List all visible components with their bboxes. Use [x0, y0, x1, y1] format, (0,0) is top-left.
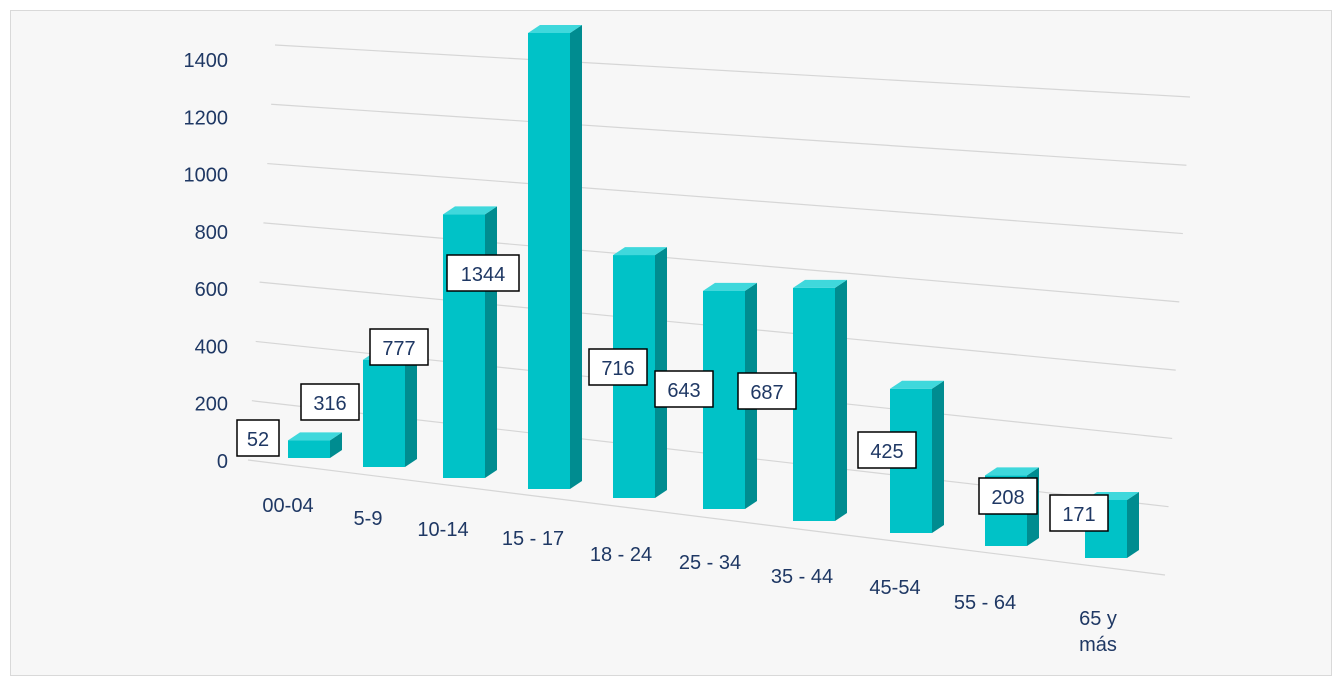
- gridline: [247, 459, 1166, 576]
- gridline: [263, 222, 1180, 303]
- bar-side-face: [570, 25, 582, 489]
- bar: [528, 25, 582, 489]
- y-tick-label: 200: [195, 394, 228, 416]
- bar-top-face: [890, 380, 944, 389]
- y-tick-label: 1400: [184, 50, 229, 72]
- data-label: 316: [300, 383, 360, 421]
- gridline: [271, 103, 1187, 166]
- data-label-text: 316: [313, 393, 346, 415]
- bar-front-face: [288, 440, 330, 458]
- data-label-box: [1049, 494, 1109, 532]
- x-tick-label: 25 - 34: [679, 552, 741, 574]
- x-tick-label: 5-9: [354, 508, 383, 530]
- data-label-box: [978, 477, 1038, 515]
- data-label-box: [737, 372, 797, 410]
- data-label-box: [588, 348, 648, 386]
- data-label-text: 52: [247, 429, 269, 451]
- data-label-text: 208: [991, 487, 1024, 509]
- bar-side-face: [932, 380, 944, 533]
- data-label: 1344: [446, 254, 520, 292]
- data-label: 208: [978, 477, 1038, 515]
- bar-top-face: [793, 279, 847, 288]
- bar-front-face: [793, 287, 835, 521]
- data-label-box: [446, 254, 520, 292]
- y-axis-ticks: 0 200 400 600 800 1000 1200 1400: [184, 50, 229, 473]
- chart-frame: [10, 10, 1332, 676]
- y-tick-label: 1200: [184, 107, 229, 129]
- data-label: 687: [737, 372, 797, 410]
- bar-top-face: [985, 467, 1039, 476]
- bar-front-face: [443, 214, 485, 478]
- bar-front-face: [528, 33, 570, 489]
- data-label-box: [654, 370, 714, 408]
- x-tick-label: 00-04: [262, 495, 313, 517]
- bar-side-face: [835, 279, 847, 521]
- x-tick-label: 18 - 24: [590, 544, 652, 566]
- bar: [288, 432, 342, 458]
- y-tick-label: 800: [195, 222, 228, 244]
- data-labels: 52 316 777 1344 716 643 687 425 208 171: [236, 254, 1109, 532]
- x-tick-label: 10-14: [417, 519, 468, 541]
- data-label-text: 687: [750, 382, 783, 404]
- x-tick-label: 55 - 64: [954, 592, 1016, 614]
- bar-top-face: [288, 432, 342, 441]
- y-tick-label: 0: [217, 451, 228, 473]
- y-tick-label: 400: [195, 336, 228, 358]
- data-label-text: 1344: [461, 264, 506, 286]
- x-tick-label: 15 - 17: [502, 528, 564, 550]
- data-label-text: 716: [601, 358, 634, 380]
- bar: [793, 279, 847, 521]
- bar-front-face: [363, 359, 405, 467]
- x-tick-label: 65 y más: [1079, 608, 1117, 656]
- data-label: 643: [654, 370, 714, 408]
- gridline: [274, 44, 1191, 98]
- bar-top-face: [703, 282, 757, 291]
- data-label-box: [236, 419, 280, 457]
- data-label-text: 643: [667, 380, 700, 402]
- data-label-text: 777: [382, 338, 415, 360]
- data-label-box: [857, 431, 917, 469]
- bar-top-face: [528, 25, 582, 33]
- bar-side-face: [330, 432, 342, 458]
- data-label: 777: [369, 328, 429, 366]
- bar-top-face: [443, 206, 497, 215]
- data-label: 425: [857, 431, 917, 469]
- bar-side-face: [485, 206, 497, 478]
- gridline: [267, 162, 1183, 235]
- bar-top-face: [613, 247, 667, 256]
- x-axis-ticks: 00-04 5-9 10-14 15 - 17 18 - 24 25 - 34 35 - 4…: [262, 495, 1116, 656]
- y-tick-label: 600: [195, 279, 228, 301]
- data-label: 171: [1049, 494, 1109, 532]
- bar-side-face: [1127, 491, 1139, 558]
- x-tick-label: 45-54: [869, 577, 920, 599]
- x-tick-label: 35 - 44: [771, 566, 833, 588]
- data-label-box: [369, 328, 429, 366]
- data-label-text: 171: [1062, 504, 1095, 526]
- bar: [443, 206, 497, 478]
- data-label-box: [300, 383, 360, 421]
- bar-side-face: [405, 351, 417, 467]
- y-tick-label: 1000: [184, 165, 229, 187]
- data-label-text: 425: [870, 441, 903, 463]
- data-label: 52: [236, 419, 280, 457]
- bar: [363, 351, 417, 467]
- data-label: 716: [588, 348, 648, 386]
